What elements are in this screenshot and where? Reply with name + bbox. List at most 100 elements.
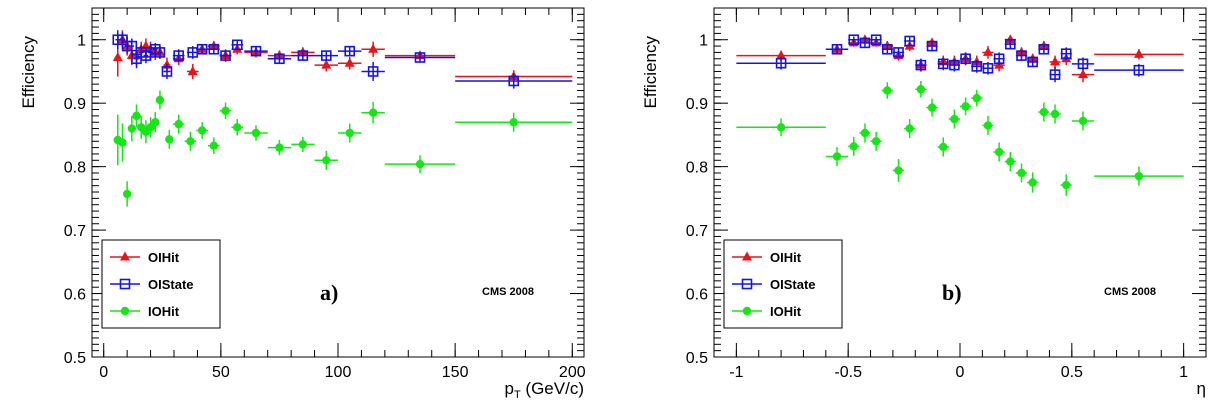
legend: OIHit OIState IOHit: [723, 239, 843, 329]
data-point: [1050, 56, 1061, 66]
data-point: [345, 128, 354, 138]
data-point: [983, 121, 993, 130]
data-point: [860, 128, 870, 138]
data-point: [1027, 56, 1038, 68]
data-point: [882, 43, 893, 55]
data-point: [1028, 178, 1037, 187]
data-point: [971, 61, 983, 72]
data-point: [344, 45, 356, 57]
data-point: [950, 114, 959, 124]
y-tick-label: 0.8: [686, 160, 708, 177]
data-point: [848, 34, 860, 46]
data-point: [993, 53, 1005, 65]
data-point: [298, 140, 308, 149]
data-point: [871, 137, 881, 146]
data-point: [173, 50, 184, 61]
data-point: [1133, 48, 1144, 58]
data-point: [1078, 116, 1088, 126]
data-point: [122, 189, 132, 199]
data-point: [1077, 58, 1089, 70]
data-point: [1039, 107, 1049, 117]
chart-panel-b: 0.5 0.6 0.7 0.8 0.9 1 -1 -0.5 0 0.5 1 Efficiency η OI…: [641, 7, 1207, 398]
data-point: [151, 118, 160, 127]
data-point: [926, 40, 938, 52]
data-point: [1050, 109, 1060, 119]
data-point: [368, 43, 379, 53]
series-oistate: [736, 34, 1184, 83]
y-tick-label: 0.5: [64, 350, 86, 367]
data-point: [161, 66, 173, 77]
y-axis-title: Efficiency: [641, 36, 660, 109]
data-point: [415, 159, 425, 169]
data-point: [1016, 50, 1027, 61]
data-point: [939, 142, 948, 152]
data-point: [508, 75, 520, 87]
data-point: [220, 50, 231, 61]
data-point: [251, 128, 261, 138]
data-point: [832, 152, 842, 161]
data-point: [1017, 168, 1026, 178]
y-tick-label: 1: [77, 33, 86, 50]
data-point: [196, 43, 208, 55]
x-tick-label: 200: [559, 364, 586, 381]
data-point: [509, 118, 518, 127]
y-axis-title: Efficiency: [19, 36, 38, 109]
legend-label: OIHit: [148, 250, 180, 265]
data-point: [126, 40, 138, 52]
data-point: [165, 135, 174, 144]
y-tick-label: 0.7: [686, 223, 708, 240]
y-tick-label: 0.7: [64, 223, 86, 240]
data-point: [1078, 69, 1088, 79]
data-point: [1049, 69, 1061, 80]
data-point: [831, 43, 843, 55]
data-point: [221, 106, 230, 115]
data-point: [994, 147, 1004, 157]
data-point: [320, 50, 332, 61]
legend-label: OIState: [148, 277, 194, 292]
data-point: [112, 51, 123, 61]
data-point: [961, 102, 970, 111]
x-tick-label: -0.5: [834, 364, 862, 381]
data-point: [776, 123, 786, 132]
x-tick-label: -1: [729, 364, 743, 381]
y-tick-label: 1: [699, 33, 708, 50]
y-tick-label: 0.9: [686, 96, 708, 113]
data-point: [972, 93, 981, 103]
data-point: [1060, 48, 1072, 59]
data-point: [905, 124, 914, 133]
data-point: [1005, 38, 1016, 50]
x-tick-label: 0: [99, 364, 108, 381]
data-point: [960, 53, 971, 65]
data-point: [321, 59, 332, 69]
panel-label: a): [320, 280, 338, 305]
x-tick-label: 0.5: [1061, 364, 1083, 381]
y-tick-label: 0.6: [64, 287, 86, 304]
data-point: [916, 85, 926, 94]
x-tick-label: 0: [956, 364, 965, 381]
data-point: [186, 137, 195, 146]
data-point: [775, 57, 787, 69]
data-point: [949, 59, 960, 71]
panel-label: b): [942, 280, 962, 305]
legend-marker: [120, 251, 130, 261]
data-point: [274, 53, 285, 65]
data-point: [893, 47, 904, 58]
y-tick-label: 0.8: [64, 160, 86, 177]
series-iohit: [113, 90, 573, 207]
data-point: [1038, 43, 1050, 55]
legend-marker: [742, 251, 752, 261]
legend-label: OIHit: [770, 250, 802, 265]
cms-label: CMS 2008: [482, 286, 534, 298]
x-tick-label: 1: [1179, 364, 1188, 381]
data-point: [1062, 180, 1071, 190]
data-point: [231, 39, 243, 51]
legend-label: IOHit: [148, 304, 180, 319]
data-point: [776, 50, 787, 60]
data-point: [982, 46, 993, 56]
x-axis-title: pT (GeV/c): [505, 379, 585, 401]
legend-marker: [119, 278, 131, 290]
data-point: [155, 95, 165, 105]
data-point: [894, 166, 903, 175]
x-tick-label: 150: [442, 364, 469, 381]
